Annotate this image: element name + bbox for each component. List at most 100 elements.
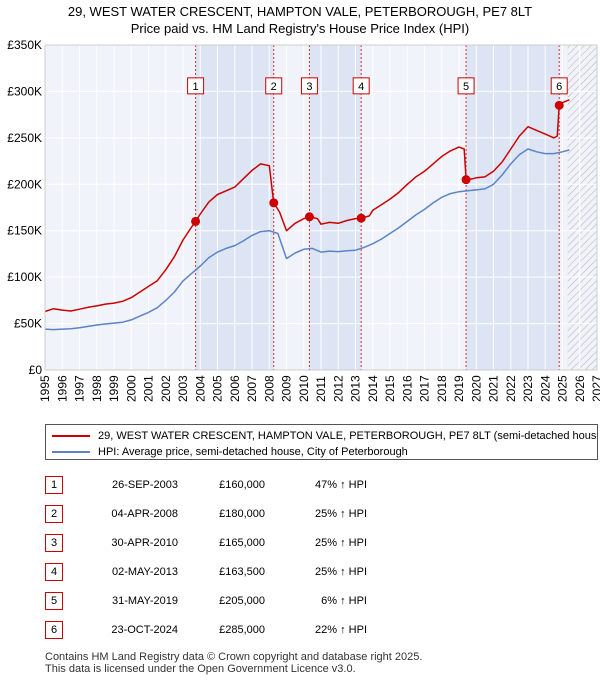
x-tick-label: 1996 bbox=[55, 375, 69, 402]
x-tick-label: 2015 bbox=[383, 375, 397, 402]
legend-item-property: 29, WEST WATER CRESCENT, HAMPTON VALE, P… bbox=[52, 429, 598, 443]
x-tick-label: 2027 bbox=[590, 375, 600, 402]
sale-number-label: 2 bbox=[271, 81, 277, 93]
sale-price: £205,000 bbox=[219, 595, 265, 607]
x-tick-label: 1999 bbox=[107, 375, 121, 402]
sale-number-label: 6 bbox=[556, 81, 562, 93]
x-tick-label: 2026 bbox=[573, 375, 587, 402]
sale-number-box bbox=[352, 77, 370, 95]
attribution-footer: Contains HM Land Registry data © Crown c… bbox=[45, 651, 422, 675]
sale-date: 31-MAY-2019 bbox=[111, 595, 178, 607]
legend-swatch-hpi bbox=[52, 451, 90, 453]
sale-price: £165,000 bbox=[219, 537, 265, 549]
x-tick-label: 2005 bbox=[211, 375, 225, 402]
sale-point bbox=[269, 198, 279, 208]
sale-date: 04-APR-2008 bbox=[111, 508, 178, 520]
x-tick-label: 2019 bbox=[452, 375, 466, 402]
sale-number-box bbox=[187, 77, 205, 95]
property-price-line bbox=[44, 99, 570, 313]
x-tick-label: 2003 bbox=[176, 375, 190, 402]
y-tick-label: £50K bbox=[14, 317, 42, 331]
x-tick-label: 2014 bbox=[366, 375, 380, 402]
sale-date: 30-APR-2010 bbox=[111, 537, 178, 549]
x-tick-label: 2012 bbox=[331, 375, 345, 402]
title-line-1: 29, WEST WATER CRESCENT, HAMPTON VALE, P… bbox=[67, 4, 533, 19]
sale-number-label: 3 bbox=[306, 81, 312, 93]
x-tick-label: 2018 bbox=[435, 375, 449, 402]
sale-number-box bbox=[457, 77, 475, 95]
x-tick-label: 2004 bbox=[193, 375, 207, 402]
sale-price: £180,000 bbox=[219, 508, 265, 520]
sale-number-label: 4 bbox=[358, 81, 364, 93]
sale-hpi-change: 25% ↑ HPI bbox=[315, 566, 367, 578]
x-tick-label: 2008 bbox=[262, 375, 276, 402]
sale-price: £160,000 bbox=[219, 479, 265, 491]
y-tick-label: £100K bbox=[7, 270, 42, 284]
chart-title: 29, WEST WATER CRESCENT, HAMPTON VALE, P… bbox=[0, 3, 600, 37]
legend-label-hpi: HPI: Average price, semi-detached house,… bbox=[98, 446, 408, 458]
x-tick-label: 2011 bbox=[314, 376, 328, 402]
x-tick-label: 2000 bbox=[124, 375, 138, 402]
y-tick-label: £0 bbox=[29, 363, 43, 377]
sale-number-label: 5 bbox=[463, 81, 469, 93]
sale-number-badge: 4 bbox=[45, 563, 63, 581]
x-tick-label: 2017 bbox=[418, 375, 432, 402]
sale-date: 23-OCT-2024 bbox=[111, 624, 178, 636]
table-row: 5 31-MAY-2019 £205,000 6% ↑ HPI bbox=[45, 592, 445, 612]
y-tick-label: £300K bbox=[7, 84, 42, 98]
price-chart: £0 £50K £100K £150K £200K £250K £300K £350K 1995… bbox=[7, 38, 600, 402]
table-row: 3 30-APR-2010 £165,000 25% ↑ HPI bbox=[45, 534, 445, 554]
ownership-period-band bbox=[466, 45, 560, 370]
ownership-period-band bbox=[309, 45, 362, 370]
x-tick-label: 2025 bbox=[556, 375, 570, 402]
sale-date: 02-MAY-2013 bbox=[111, 566, 178, 578]
x-tick-label: 1995 bbox=[38, 375, 52, 402]
sale-number-box bbox=[550, 77, 568, 95]
x-tick-label: 2016 bbox=[400, 375, 414, 402]
x-tick-label: 2006 bbox=[228, 375, 242, 402]
plot-border bbox=[44, 44, 598, 371]
x-tick-label: 2010 bbox=[297, 375, 311, 402]
y-tick-label: £250K bbox=[7, 131, 42, 145]
chart-legend: 29, WEST WATER CRESCENT, HAMPTON VALE, P… bbox=[45, 424, 598, 460]
sale-point bbox=[461, 175, 471, 185]
sale-hpi-change: 47% ↑ HPI bbox=[315, 479, 367, 491]
x-tick-label: 2013 bbox=[349, 375, 363, 402]
sale-price: £285,000 bbox=[219, 624, 265, 636]
table-row: 1 26-SEP-2003 £160,000 47% ↑ HPI bbox=[45, 476, 445, 496]
title-line-2: Price paid vs. HM Land Registry's House … bbox=[130, 21, 470, 36]
legend-swatch-property bbox=[52, 435, 90, 437]
sale-number-badge: 5 bbox=[45, 592, 63, 610]
legend-item-hpi: HPI: Average price, semi-detached house,… bbox=[52, 445, 408, 459]
sale-point bbox=[191, 216, 201, 226]
hpi-line bbox=[44, 148, 570, 331]
y-tick-label: £150K bbox=[7, 224, 42, 238]
x-tick-label: 2020 bbox=[469, 375, 483, 402]
x-tick-label: 2009 bbox=[280, 375, 294, 402]
sale-price: £163,500 bbox=[219, 566, 265, 578]
footer-line-2: This data is licensed under the Open Gov… bbox=[45, 663, 356, 675]
sale-number-label: 1 bbox=[193, 81, 199, 93]
sale-point bbox=[304, 212, 314, 222]
x-tick-label: 2002 bbox=[159, 375, 173, 402]
x-tick-label: 2022 bbox=[504, 375, 518, 402]
x-tick-label: 2007 bbox=[245, 375, 259, 402]
sale-number-badge: 2 bbox=[45, 505, 63, 523]
legend-label-property: 29, WEST WATER CRESCENT, HAMPTON VALE, P… bbox=[98, 430, 598, 442]
sale-point bbox=[356, 213, 366, 223]
sale-point bbox=[554, 100, 564, 110]
x-tick-label: 2021 bbox=[487, 375, 501, 402]
sale-hpi-change: 6% ↑ HPI bbox=[321, 595, 367, 607]
future-hatch-area bbox=[567, 45, 597, 370]
sale-date: 26-SEP-2003 bbox=[111, 479, 178, 491]
sale-hpi-change: 25% ↑ HPI bbox=[315, 508, 367, 520]
table-row: 4 02-MAY-2013 £163,500 25% ↑ HPI bbox=[45, 563, 445, 583]
sale-hpi-change: 22% ↑ HPI bbox=[315, 624, 367, 636]
sale-number-badge: 3 bbox=[45, 534, 63, 552]
sale-number-badge: 1 bbox=[45, 476, 63, 494]
sale-number-box bbox=[300, 77, 318, 95]
y-tick-label: £350K bbox=[7, 38, 42, 52]
table-row: 2 04-APR-2008 £180,000 25% ↑ HPI bbox=[45, 505, 445, 525]
footer-line-1: Contains HM Land Registry data © Crown c… bbox=[45, 651, 423, 663]
x-tick-label: 1998 bbox=[90, 375, 104, 402]
